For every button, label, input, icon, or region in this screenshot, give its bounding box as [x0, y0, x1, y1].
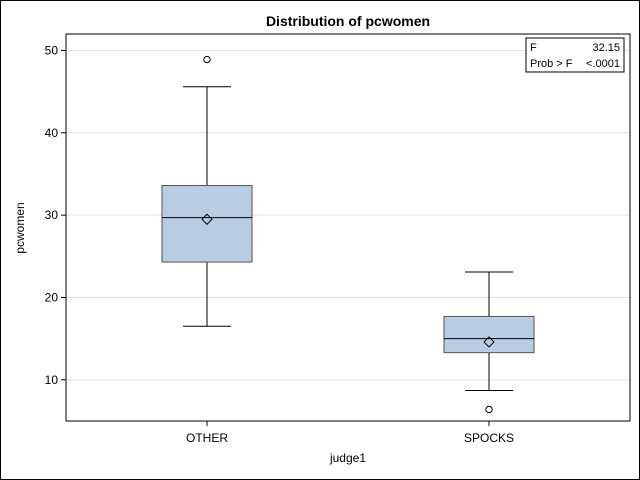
x-tick-label-spocks: SPOCKS — [464, 431, 514, 445]
stats-inset: F 32.15 Prob > F <.0001 — [525, 37, 625, 73]
y-axis: 10 20 30 40 50 — [45, 43, 66, 387]
plot-area — [65, 33, 631, 422]
x-axis: OTHER SPOCKS — [186, 421, 514, 445]
inset-prob-label: Prob > F — [530, 58, 573, 70]
outlier-spocks-0 — [485, 405, 493, 414]
x-axis-label: judge1 — [329, 451, 366, 465]
inset-prob-value: <.0001 — [586, 58, 620, 70]
boxes — [161, 55, 535, 414]
y-tick-label-10: 10 — [45, 373, 59, 387]
outlier-other-0 — [203, 55, 211, 64]
y-tick-label-50: 50 — [45, 43, 59, 57]
inset-f-value: 32.15 — [592, 42, 620, 54]
grid-lines — [66, 49, 630, 381]
y-tick-label-20: 20 — [45, 290, 59, 304]
inset-f-label: F — [530, 42, 537, 54]
mean-marker-spocks — [483, 336, 495, 348]
y-tick-label-30: 30 — [45, 208, 59, 222]
mean-marker-other — [201, 213, 213, 225]
x-tick-label-other: OTHER — [186, 431, 228, 445]
stats-inset-border — [525, 37, 625, 73]
chart-title: Distribution of pcwomen — [266, 13, 430, 29]
y-axis-label: pcwomen — [13, 202, 27, 253]
y-tick-label-40: 40 — [45, 126, 59, 140]
